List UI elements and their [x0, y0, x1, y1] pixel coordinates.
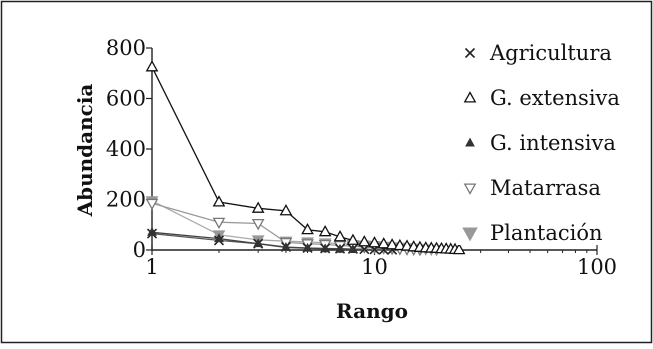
- legend-label: Plantación: [490, 221, 603, 245]
- y-tick-label: 400: [106, 137, 146, 161]
- data-point: [251, 201, 265, 213]
- data-point: [145, 198, 159, 211]
- data-point: [393, 238, 407, 251]
- data-point: [253, 238, 264, 248]
- data-point: [377, 237, 391, 249]
- legend-label: Agricultura: [489, 41, 612, 65]
- y-tick-label: 200: [106, 188, 146, 212]
- data-point: [145, 60, 159, 72]
- data-point: [302, 242, 313, 252]
- x-tick-label: 100: [577, 255, 617, 279]
- legend-label: G. extensiva: [490, 86, 620, 110]
- data-point: [320, 243, 331, 253]
- data-point: [147, 226, 157, 236]
- data-point: [357, 235, 371, 247]
- data-point: [452, 242, 466, 255]
- y-axis-label: Abundancia: [73, 84, 97, 218]
- x-axis-label: Rango: [336, 299, 408, 323]
- data-point: [281, 242, 291, 251]
- data-point: [335, 243, 345, 253]
- series-points: [145, 60, 466, 257]
- data-point: [333, 230, 347, 242]
- legend-marker: [463, 91, 477, 103]
- data-point: [301, 222, 314, 235]
- legend: Agricultura G. extensiva G. intensiva Matar…: [458, 41, 620, 245]
- axes: 0 200 400 600 800 1 10 100: [106, 36, 617, 279]
- data-point: [214, 233, 224, 243]
- x-tick-label: 10: [361, 255, 388, 279]
- data-point: [318, 224, 332, 237]
- data-point: [212, 195, 226, 207]
- legend-marker: [462, 227, 478, 242]
- marker-stroke: [464, 47, 476, 59]
- data-point: [212, 217, 226, 230]
- data-point: [251, 218, 265, 231]
- data-point: [385, 238, 399, 250]
- legend-label: G. intensiva: [490, 131, 616, 155]
- legend-marker: [464, 47, 476, 59]
- legend-marker: [465, 137, 475, 147]
- y-tick-label: 800: [106, 36, 146, 60]
- data-point: [368, 236, 381, 248]
- y-tick-label: 0: [133, 238, 146, 262]
- legend-marker: [463, 183, 477, 195]
- x-tick-label: 1: [145, 255, 158, 279]
- y-tick-label: 600: [106, 87, 146, 111]
- data-point: [346, 233, 360, 245]
- legend-label: Matarrasa: [490, 176, 601, 200]
- data-point: [279, 204, 293, 216]
- data-point: [348, 244, 358, 253]
